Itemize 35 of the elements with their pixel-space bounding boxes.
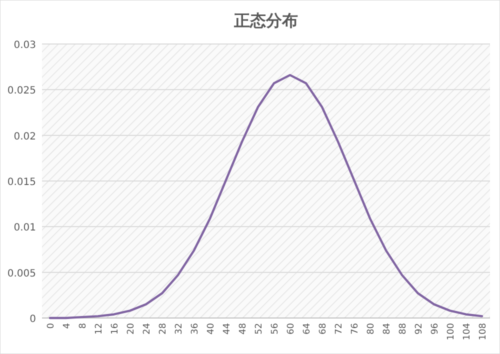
x-tick-label: 48 [238,322,248,334]
y-tick-label: 0.01 [14,222,36,234]
x-tick-label: 52 [254,323,264,334]
x-tick-label: 104 [462,322,472,340]
y-tick-label: 0.025 [7,86,36,97]
y-tick-label: 0.005 [7,268,36,280]
chart-title: 正态分布 [233,11,298,30]
x-tick-label: 8 [78,322,88,329]
x-tick-label: 84 [382,322,392,334]
x-tick-label: 44 [222,322,232,334]
y-tick-label: 0.02 [14,131,36,142]
x-tick-label: 12 [94,323,104,334]
x-tick-label: 76 [350,322,360,334]
x-tick-label: 60 [286,322,296,334]
x-tick-label: 4 [62,322,72,329]
x-tick-label: 64 [302,322,312,334]
x-tick-label: 36 [190,322,200,334]
x-tick-label: 88 [398,322,408,334]
x-tick-label: 72 [334,323,344,334]
x-tick-label: 20 [126,322,136,334]
x-tick-label: 56 [270,322,280,334]
x-tick-label: 24 [142,322,152,334]
x-tick-label: 92 [414,323,424,334]
x-tick-label: 0 [46,322,56,329]
y-tick-label: 0.015 [7,177,36,188]
x-tick-label: 108 [478,322,488,340]
x-tick-label: 80 [366,322,376,334]
x-tick-label: 32 [174,323,184,334]
x-tick-label: 68 [318,322,328,334]
x-tick-label: 28 [158,322,168,334]
x-tick-label: 96 [430,322,440,334]
x-tick-label: 40 [206,322,216,334]
y-tick-label: 0.03 [14,40,36,51]
x-tick-label: 100 [446,322,456,340]
x-tick-label: 16 [110,322,120,334]
